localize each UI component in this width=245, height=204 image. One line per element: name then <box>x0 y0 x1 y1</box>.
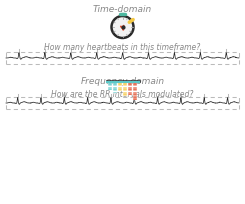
Bar <box>113 85 117 87</box>
Bar <box>113 92 117 93</box>
Bar <box>128 89 132 90</box>
Bar <box>108 84 112 85</box>
Text: How are the RR intervals modulated?: How are the RR intervals modulated? <box>51 90 194 99</box>
Bar <box>133 85 137 87</box>
Bar <box>113 84 117 85</box>
Bar <box>113 89 117 90</box>
Bar <box>123 85 127 87</box>
Bar <box>133 89 137 90</box>
Bar <box>113 90 117 92</box>
Bar <box>123 84 127 85</box>
Bar <box>123 92 127 93</box>
Bar <box>133 95 137 97</box>
Circle shape <box>112 18 133 38</box>
Bar <box>118 85 122 87</box>
Bar <box>108 87 112 89</box>
Text: Frequency-domain: Frequency-domain <box>80 77 165 86</box>
Bar <box>133 90 137 92</box>
Bar <box>128 92 132 93</box>
Bar <box>133 92 137 93</box>
Bar <box>123 87 127 89</box>
Bar <box>108 89 112 90</box>
Bar <box>128 85 132 87</box>
Bar <box>118 90 122 92</box>
Bar <box>108 85 112 87</box>
Text: Time-domain: Time-domain <box>93 5 152 14</box>
Bar <box>133 87 137 89</box>
Bar <box>123 94 127 95</box>
Bar <box>123 95 127 97</box>
Bar <box>128 87 132 89</box>
Bar <box>118 89 122 90</box>
Bar <box>133 84 137 85</box>
Text: How many heartbeats in this timeframe?: How many heartbeats in this timeframe? <box>44 43 201 52</box>
Bar <box>128 90 132 92</box>
Bar <box>118 84 122 85</box>
Bar <box>133 94 137 95</box>
Bar <box>128 94 132 95</box>
Bar <box>123 90 127 92</box>
Bar <box>118 87 122 89</box>
Bar <box>123 89 127 90</box>
Bar <box>133 99 137 100</box>
Bar <box>128 84 132 85</box>
Bar <box>133 97 137 98</box>
Bar <box>113 87 117 89</box>
